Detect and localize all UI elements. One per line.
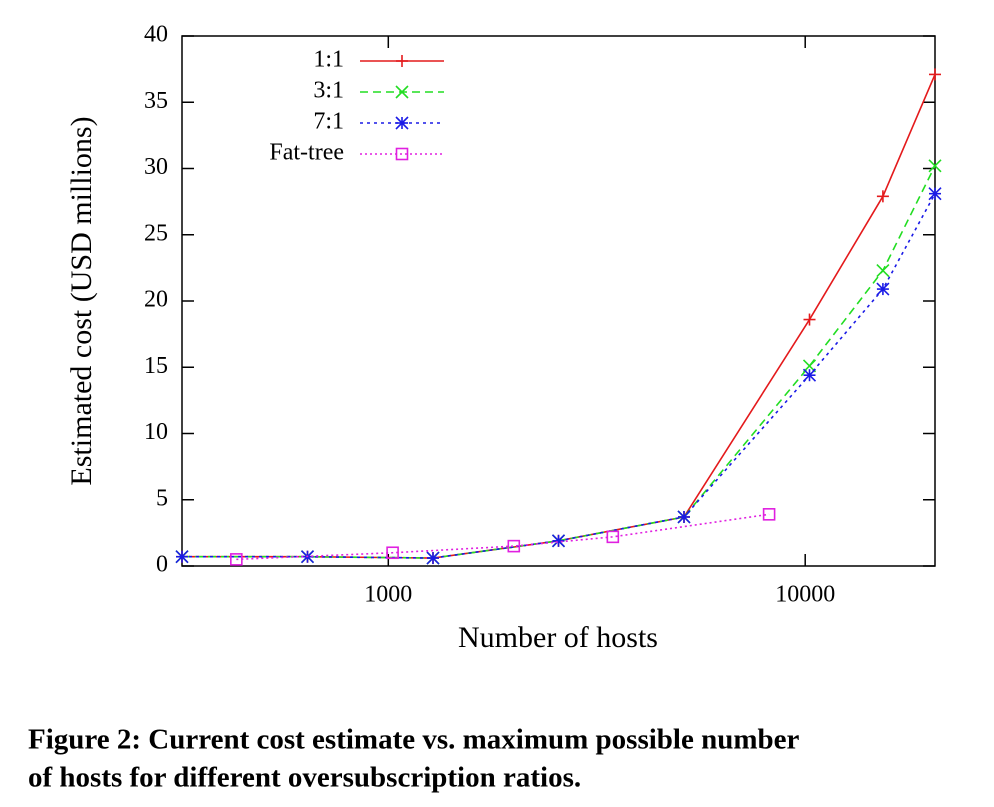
marker-stroke [426,551,440,565]
point-marker [762,508,776,521]
y-tick-label: 15 [144,353,168,379]
point-marker [175,550,189,564]
point-marker [426,551,440,565]
point-marker [395,147,409,161]
legend-label: 1:1 [313,47,344,73]
marker-stroke [395,85,409,99]
point-marker [606,530,620,544]
y-tick-label: 20 [144,287,168,313]
marker-stroke [928,187,942,201]
marker-stroke [395,116,409,130]
x-tick-label: 10000 [775,582,835,608]
point-marker [507,539,521,553]
legend-label: 3:1 [313,78,344,104]
point-marker [230,553,243,566]
y-tick-label: 10 [144,419,168,445]
marker-stroke [507,539,521,553]
point-marker [928,187,942,201]
marker-stroke [762,508,776,521]
marker-stroke [395,147,409,161]
y-tick-label: 40 [144,22,168,48]
marker-stroke [928,159,942,173]
point-marker [876,190,889,203]
point-marker [395,116,409,130]
marker-stroke [802,368,817,382]
point-marker [876,282,890,296]
y-tick-label: 30 [144,154,168,180]
y-tick-label: 35 [144,88,168,114]
plot-frame [181,35,936,567]
y-tick-label: 0 [156,552,168,578]
point-marker [395,85,409,99]
legend-label: 7:1 [313,109,344,135]
y-axis-label: Estimated cost (USD millions) [65,116,98,485]
point-marker [396,55,408,67]
legend-label: Fat-tree [269,140,344,166]
y-tick-label: 5 [156,485,168,511]
x-axis-label: Number of hosts [458,621,658,654]
point-marker [928,159,942,173]
marker-stroke [606,530,620,544]
series-line [182,193,935,559]
marker-stroke [386,546,399,560]
marker-stroke [551,534,566,548]
y-tick-label: 25 [144,220,168,246]
point-marker [802,368,817,382]
series-line [182,165,935,559]
marker-stroke [230,553,243,566]
marker-stroke [876,263,890,278]
marker-stroke [175,550,189,564]
x-tick-label: 1000 [364,582,412,608]
marker-stroke [677,510,691,524]
point-marker [876,263,890,278]
marker-stroke [876,282,890,296]
caption-line: of hosts for different oversubscription … [28,762,581,794]
point-marker [386,546,399,560]
point-marker [677,510,691,524]
point-marker [929,68,941,81]
caption-line: Figure 2: Current cost estimate vs. maxi… [28,724,800,756]
marker-stroke [802,359,817,373]
point-marker [803,313,816,326]
